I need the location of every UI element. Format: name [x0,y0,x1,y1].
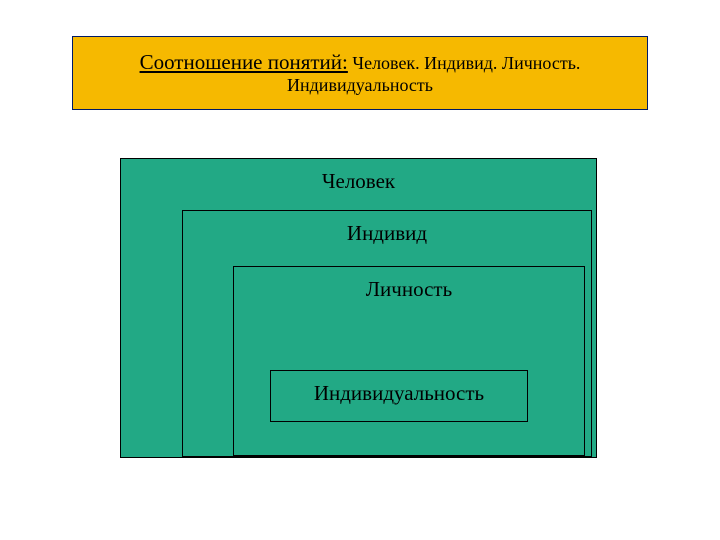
nested-box-3: Индивидуальность [270,370,528,422]
title-suffix: Человек. Индивид. Личность. [348,53,581,73]
nested-label-3: Индивидуальность [271,371,527,406]
title-prefix: Соотношение понятий: [140,50,348,74]
nested-label-1: Индивид [183,211,591,246]
nested-box-2: Личность [233,266,585,456]
title-line-2: Индивидуальность [287,75,433,96]
title-box: Соотношение понятий: Человек. Индивид. Л… [72,36,648,110]
nested-label-0: Человек [121,159,596,194]
nested-label-2: Личность [234,267,584,302]
title-line-1: Соотношение понятий: Человек. Индивид. Л… [140,50,581,75]
